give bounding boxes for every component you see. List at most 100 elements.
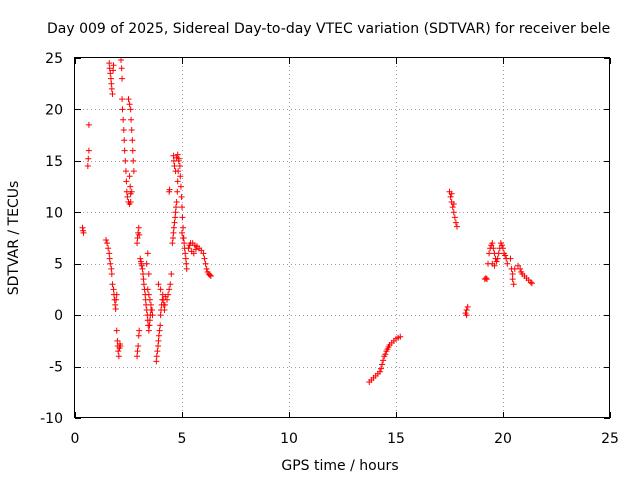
- data-point: [174, 178, 181, 185]
- data-point: [127, 190, 134, 197]
- data-point: [110, 286, 117, 293]
- data-point: [110, 67, 117, 74]
- data-point: [155, 332, 162, 339]
- data-point: [153, 353, 160, 360]
- data-point: [207, 273, 214, 280]
- data-point: [118, 57, 125, 64]
- data-point: [171, 219, 178, 226]
- data-point: [176, 163, 183, 169]
- data-point: [80, 229, 87, 236]
- y-tick-label: -5: [49, 360, 63, 376]
- data-point: [170, 157, 177, 164]
- data-point: [117, 343, 124, 349]
- y-tick-label: 20: [45, 102, 63, 118]
- data-point: [183, 260, 190, 267]
- x-tick-label: 0: [71, 431, 80, 447]
- data-point: [170, 152, 177, 159]
- data-point: [172, 168, 179, 175]
- data-point: [79, 224, 86, 231]
- data-point: [166, 186, 173, 193]
- data-point: [453, 223, 460, 230]
- data-point: [198, 247, 205, 254]
- data-point: [144, 250, 151, 257]
- data-point: [167, 281, 174, 288]
- y-tick-label: 0: [54, 308, 63, 324]
- data-point: [170, 235, 177, 241]
- data-point: [134, 348, 141, 355]
- data-point: [85, 147, 92, 154]
- data-point: [510, 281, 517, 288]
- x-axis-tick-labels: 0 5 10 15 20 25: [71, 431, 619, 447]
- data-point: [134, 235, 141, 241]
- data-point: [84, 163, 91, 169]
- data-point: [149, 307, 156, 313]
- data-point: [138, 262, 145, 269]
- data-point: [171, 163, 178, 169]
- data-point: [118, 65, 125, 72]
- data-point: [507, 255, 514, 262]
- data-point: [129, 137, 136, 144]
- data-point: [126, 101, 133, 108]
- data-point: [380, 357, 387, 364]
- data-point: [177, 173, 184, 180]
- data-point: [121, 137, 128, 144]
- x-tick-label: 5: [178, 431, 187, 447]
- data-point: [129, 147, 136, 154]
- data-point: [509, 276, 516, 283]
- data-point: [164, 296, 171, 303]
- data-point: [108, 271, 115, 277]
- data-point: [182, 250, 189, 257]
- data-point: [128, 127, 135, 133]
- data-point: [174, 151, 181, 158]
- data-point: [180, 235, 187, 241]
- data-point: [146, 296, 153, 303]
- data-point: [108, 80, 115, 87]
- data-point: [113, 291, 120, 298]
- data-point: [157, 322, 164, 329]
- data-point: [125, 96, 132, 103]
- data-point: [397, 333, 404, 340]
- data-point: [179, 204, 185, 211]
- data-point: [509, 271, 516, 277]
- data-point: [376, 368, 383, 375]
- data-point: [464, 303, 471, 310]
- x-tick-label: 20: [494, 431, 512, 447]
- data-point: [500, 245, 506, 252]
- plot-frame: [74, 57, 610, 418]
- data-point: [165, 291, 172, 298]
- data-point: [140, 281, 147, 288]
- data-point: [452, 219, 459, 226]
- data-point: [463, 307, 470, 313]
- data-point: [135, 332, 142, 339]
- data-point: [450, 209, 457, 216]
- data-point: [130, 157, 137, 164]
- data-point: [120, 127, 127, 133]
- data-point: [192, 246, 199, 253]
- data-point: [206, 272, 213, 279]
- data-point: [136, 231, 143, 238]
- data-point: [134, 240, 141, 247]
- data-point: [127, 183, 134, 190]
- data-point: [128, 116, 135, 123]
- data-point: [514, 262, 521, 269]
- data-point: [105, 245, 112, 252]
- data-point: [106, 255, 113, 262]
- data-point: [143, 260, 150, 267]
- y-tick-label: -10: [40, 411, 63, 427]
- data-point: [494, 255, 501, 262]
- data-point: [147, 301, 154, 308]
- data-point: [178, 193, 185, 200]
- data-point: [146, 317, 153, 324]
- data-point: [379, 361, 386, 368]
- data-point: [107, 75, 114, 82]
- data-point: [172, 214, 179, 221]
- data-point: [493, 258, 500, 265]
- x-axis-title: GPS time / hours: [281, 458, 398, 474]
- y-tick-label: 5: [54, 257, 63, 273]
- data-point: [528, 280, 535, 287]
- data-point: [127, 106, 134, 113]
- data-point: [122, 157, 129, 164]
- data-point: [511, 265, 518, 272]
- data-point: [486, 250, 493, 257]
- data-point: [113, 296, 120, 303]
